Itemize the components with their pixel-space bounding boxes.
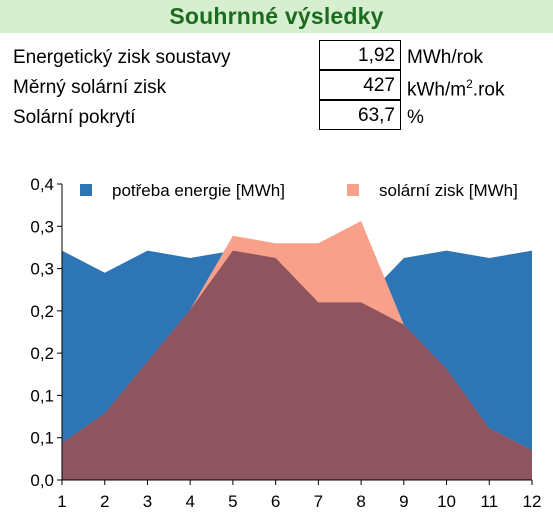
- x-tick-label: 10: [437, 492, 456, 511]
- x-tick-label: 2: [100, 492, 109, 511]
- specific-solar-gain-value[interactable]: 427: [319, 70, 401, 100]
- unit-base: kWh/m: [407, 79, 467, 101]
- x-tick-label: 6: [271, 492, 280, 511]
- y-tick-label: 0,3: [30, 260, 54, 279]
- y-tick-label: 0,0: [30, 471, 54, 490]
- legend-label: potřeba energie [MWh]: [112, 181, 285, 200]
- x-tick-label: 9: [399, 492, 408, 511]
- energy-gain-unit: MWh/rok: [407, 47, 483, 68]
- x-tick-label: 5: [228, 492, 237, 511]
- y-tick-label: 0,2: [30, 302, 54, 321]
- specific-solar-gain-label: Měrný solární zisk: [13, 77, 167, 98]
- solar-coverage-label: Solární pokrytí: [13, 107, 136, 128]
- summary-row-energy-gain: Energetický zisk soustavy 1,92 MWh/rok: [0, 40, 553, 72]
- specific-solar-gain-unit: kWh/m2.rok: [407, 77, 504, 101]
- x-tick-label: 11: [480, 492, 498, 511]
- summary-row-solar-coverage: Solární pokrytí 63,7 %: [0, 100, 553, 132]
- legend-swatch: [80, 184, 92, 196]
- x-tick-label: 3: [143, 492, 152, 511]
- x-tick-label: 4: [185, 492, 194, 511]
- solar-coverage-value[interactable]: 63,7: [319, 100, 401, 130]
- energy-gain-value[interactable]: 1,92: [319, 40, 401, 70]
- area-chart: 0,0 0,1 0,1 0,2 0,2 0,3 0,3 0,4 1 2 3 4 5 6 7 8 9 10 11 12 p…: [0, 160, 553, 529]
- unit-suffix: .rok: [472, 79, 505, 101]
- title-bar: Souhrnné výsledky: [0, 0, 553, 33]
- page-title: Souhrnné výsledky: [169, 3, 384, 29]
- series-area-overlap: [62, 250, 532, 480]
- y-tick-label: 0,1: [30, 429, 54, 448]
- chart-svg: 0,00,10,10,20,20,30,30,41 2 3 4 5 6 7 8 9 10 11 12p…: [30, 175, 542, 511]
- y-tick-label: 0,2: [30, 344, 54, 363]
- x-tick-label: 1: [57, 492, 66, 511]
- y-tick-label: 0,4: [30, 175, 54, 194]
- y-tick-label: 0,3: [30, 217, 54, 236]
- unit-exponent: 2: [466, 77, 473, 91]
- summary-row-specific-solar-gain: Měrný solární zisk 427 kWh/m2.rok: [0, 70, 553, 102]
- legend-swatch: [347, 184, 359, 196]
- x-tick-label: 7: [314, 492, 323, 511]
- solar-coverage-unit: %: [407, 107, 424, 128]
- x-tick-label: 8: [356, 492, 365, 511]
- legend-label: solární zisk [MWh]: [379, 181, 518, 200]
- x-tick-label: 12: [523, 492, 542, 511]
- energy-gain-label: Energetický zisk soustavy: [13, 47, 231, 68]
- y-tick-label: 0,1: [30, 386, 54, 405]
